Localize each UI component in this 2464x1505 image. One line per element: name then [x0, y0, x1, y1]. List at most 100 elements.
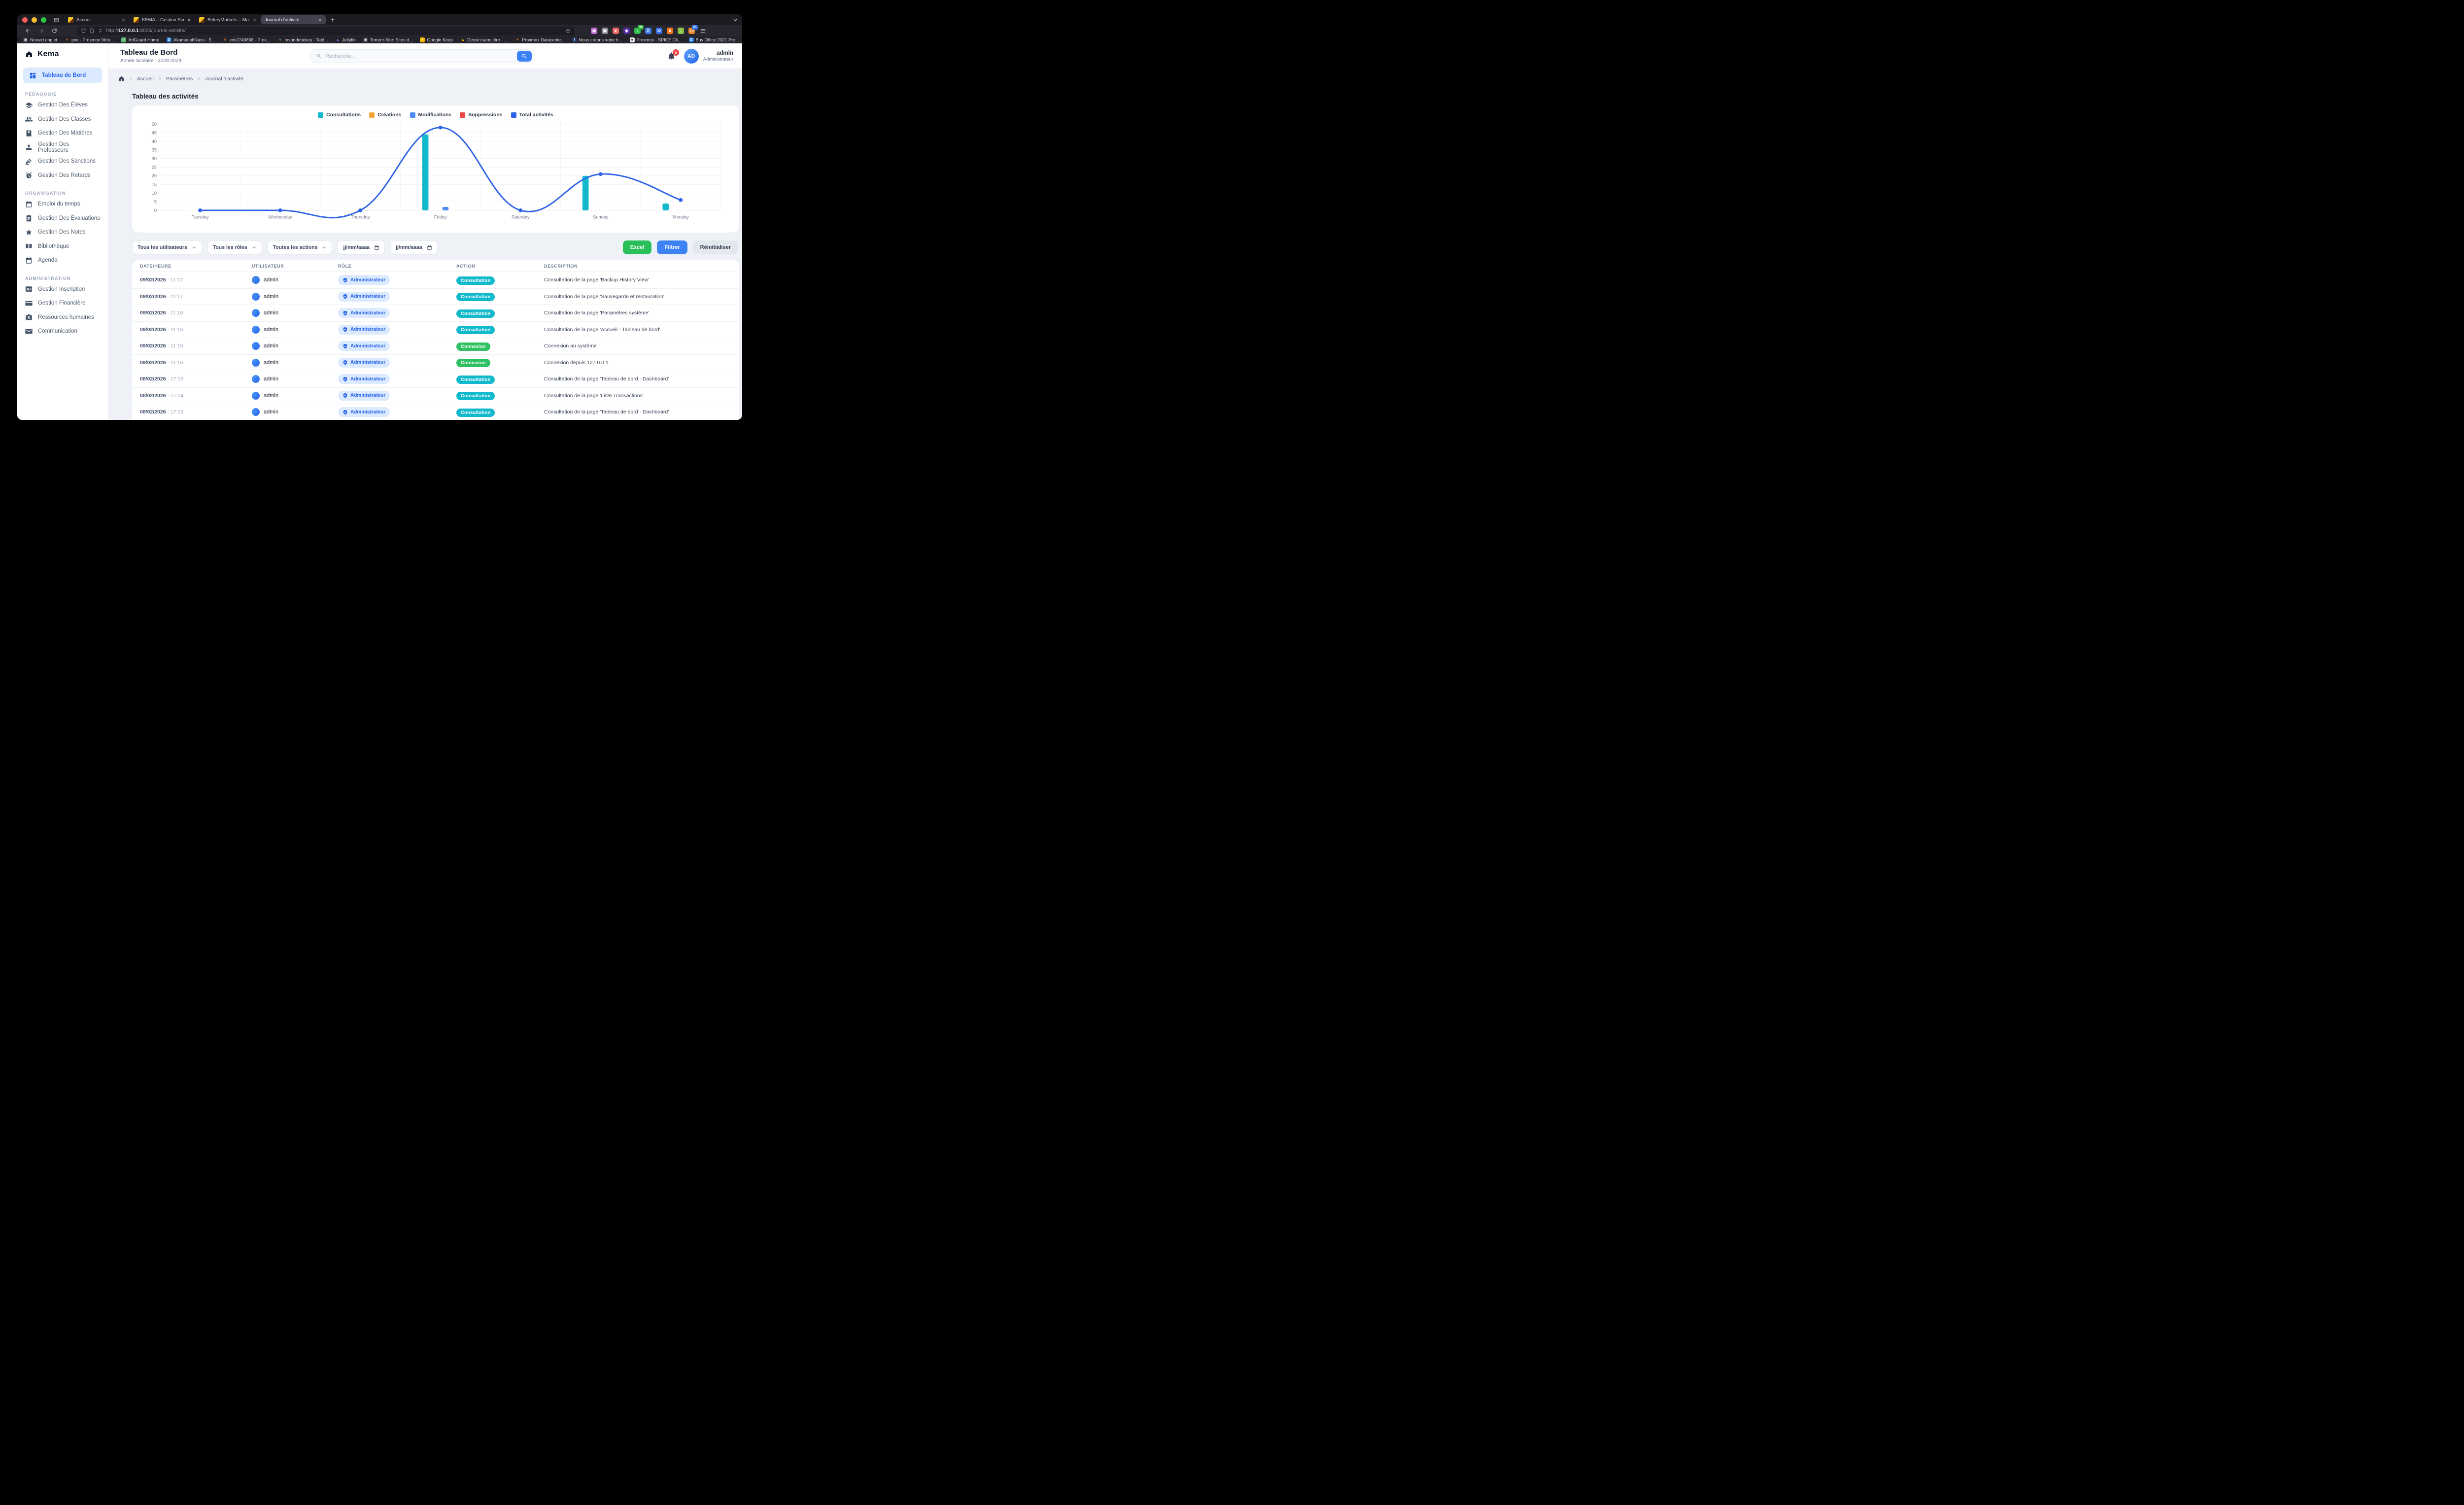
- bookmark-item[interactable]: ● Proxmox - SPICE Cli...: [630, 37, 682, 42]
- breadcrumb-link[interactable]: Paramètres: [166, 76, 193, 82]
- tracking-protection-shield-icon[interactable]: [81, 28, 86, 34]
- svg-text:20: 20: [152, 173, 157, 178]
- sidebar-item[interactable]: Bibliothèque: [17, 239, 108, 254]
- browser-tab[interactable]: Accueil: [65, 15, 129, 24]
- chev-right-icon: [129, 76, 133, 81]
- reload-button[interactable]: [51, 28, 58, 34]
- extension-icon[interactable]: ●: [612, 27, 619, 34]
- extension-icon[interactable]: ▭ 21: [688, 27, 695, 34]
- url-bar[interactable]: http://127.0.0.1:8000/journal-activite/: [77, 27, 575, 35]
- zoom-window-button[interactable]: [41, 17, 46, 23]
- user-menu[interactable]: AD admin Administrateur: [684, 49, 733, 64]
- id-card-icon: [25, 285, 33, 293]
- activity-table: DATE/HEUREUTILISATEURRÔLEACTIONDESCRIPTI…: [132, 260, 739, 420]
- users-filter-select[interactable]: Tous les utilisateurs: [132, 240, 202, 254]
- forward-button[interactable]: [38, 28, 44, 34]
- bookmark-item[interactable]: ▲ Dessin sans titre - ...: [460, 37, 508, 42]
- site-info-icon[interactable]: [89, 28, 95, 34]
- bookmark-item[interactable]: D AkamasoftNass - S...: [167, 37, 215, 42]
- extension-icon[interactable]: Σ: [645, 27, 652, 34]
- breadcrumb-link[interactable]: Accueil: [137, 76, 154, 82]
- tab-close-icon[interactable]: [318, 18, 322, 22]
- tab-close-icon[interactable]: [121, 18, 126, 22]
- browser-tab[interactable]: KEMA – Gestion Scolaire Compl: [130, 15, 195, 24]
- bookmark-star-icon[interactable]: [565, 28, 571, 34]
- extension-icon[interactable]: ◉: [590, 27, 598, 34]
- extension-icon[interactable]: ◆: [623, 27, 630, 34]
- bookmark-item[interactable]: × Proxmox Datacente...: [515, 37, 565, 42]
- actions-filter-select[interactable]: Toutes les actions: [268, 240, 333, 254]
- bookmark-item[interactable]: ◉ Torrent-Site: Sites d...: [363, 37, 413, 42]
- browser-tab[interactable]: Journal d'activité: [261, 15, 326, 24]
- breadcrumb-home-icon[interactable]: [118, 75, 125, 82]
- cell-action: Consultation: [456, 408, 544, 417]
- sidebar-item[interactable]: Gestion Des Évaluations: [17, 211, 108, 226]
- user-avatar: [252, 309, 260, 317]
- tab-close-icon[interactable]: [252, 18, 257, 22]
- back-button[interactable]: [25, 28, 31, 34]
- section-label-organisation: ORGANISATION: [25, 191, 100, 196]
- extension-icon[interactable]: ▣: [601, 27, 609, 34]
- minimize-window-button[interactable]: [32, 17, 37, 23]
- legend-item[interactable]: Total activités: [511, 112, 553, 118]
- extension-icon[interactable]: ↓: [677, 27, 684, 34]
- sidebar-item[interactable]: Ressources humaines: [17, 310, 108, 325]
- sidebar-item[interactable]: Gestion Des Notes: [17, 225, 108, 239]
- extension-icon[interactable]: ↓ 36: [634, 27, 641, 34]
- user-avatar: [252, 359, 260, 367]
- date-to-input[interactable]: jj/mm/aaaa: [390, 240, 438, 254]
- sidebar-item[interactable]: Gestion Financière: [17, 296, 108, 310]
- firefox-view-icon[interactable]: [53, 17, 60, 23]
- menu-hamburger-icon[interactable]: [700, 28, 706, 34]
- sidebar-item[interactable]: Gestion Des Élèves: [17, 98, 108, 112]
- bookmark-item[interactable]: × pve - Proxmox Virtu...: [65, 37, 114, 42]
- bookmark-item[interactable]: ● mvondobekey - Tabl...: [278, 37, 328, 42]
- browser-tab[interactable]: BekeyMarkets – Marketplace E-c: [196, 15, 260, 24]
- sidebar-item[interactable]: Gestion Des Retards: [17, 169, 108, 183]
- filter-button[interactable]: Filtrer: [657, 240, 687, 254]
- search-input[interactable]: [325, 53, 513, 59]
- sidebar-item[interactable]: Agenda: [17, 253, 108, 268]
- cell-role: Administrateur: [338, 374, 456, 384]
- bookmark-item[interactable]: × vmi2740868 - Prox...: [222, 37, 270, 42]
- close-window-button[interactable]: [22, 17, 28, 23]
- bookmark-item[interactable]: ◉ Nouvel onglet: [23, 37, 57, 42]
- sidebar-item[interactable]: Gestion Des Professeurs: [17, 140, 108, 155]
- bookmark-item[interactable]: \ Nous créons votre b...: [572, 37, 622, 42]
- legend-item[interactable]: Créations: [369, 112, 401, 118]
- sidebar-item[interactable]: Gestion Des Sanctions: [17, 154, 108, 169]
- date-from-input[interactable]: jj/mm/aaaa: [338, 240, 385, 254]
- legend-item[interactable]: Modifications: [410, 112, 452, 118]
- extension-icon[interactable]: ≫: [655, 27, 663, 34]
- legend-item[interactable]: Consultations: [318, 112, 361, 118]
- calendar-icon[interactable]: [374, 245, 379, 250]
- sidebar-item[interactable]: Gestion Inscription: [17, 282, 108, 297]
- action-badge: Consultation: [456, 293, 495, 301]
- bookmark-item[interactable]: ✓ AdGuard Home: [121, 37, 159, 42]
- search-submit-button[interactable]: [517, 51, 532, 62]
- activity-chart: 05101520253035404550TuesdayWednesdayThur…: [140, 120, 731, 225]
- svg-text:Sunday: Sunday: [593, 214, 609, 219]
- sidebar-item[interactable]: Emploi du temps: [17, 197, 108, 211]
- extension-icon[interactable]: ☻: [666, 27, 674, 34]
- new-tab-button[interactable]: [330, 17, 336, 23]
- bookmark-item[interactable]: • Google Keep: [420, 37, 453, 42]
- breadcrumb-link[interactable]: Journal d'activité: [205, 76, 243, 82]
- bookmark-item[interactable]: ▲ Jellyfin: [335, 37, 356, 42]
- legend-item[interactable]: Suppressions: [460, 112, 502, 118]
- bookmark-item[interactable]: G Buy Office 2021 Pro...: [689, 37, 739, 42]
- sidebar-item[interactable]: Communication: [17, 324, 108, 339]
- roles-filter-select[interactable]: Tous les rôles: [207, 240, 262, 254]
- action-badge: Consultation: [456, 309, 495, 318]
- excel-export-button[interactable]: Excel: [623, 240, 652, 254]
- sidebar-item-dashboard[interactable]: Tableau de Bord: [23, 68, 102, 83]
- table-row: 09/02/2026 - 11:17 admin Administrat: [132, 289, 739, 306]
- tab-close-icon[interactable]: [187, 18, 191, 22]
- calendar-icon[interactable]: [427, 245, 432, 250]
- sidebar-item[interactable]: Gestion Des Classes: [17, 112, 108, 127]
- svg-text:0: 0: [154, 208, 157, 213]
- reset-button[interactable]: Réinitialiser: [693, 240, 738, 254]
- tab-list-chevron-icon[interactable]: [732, 17, 738, 23]
- notifications-button[interactable]: 5: [667, 52, 676, 61]
- sidebar-item[interactable]: Gestion Des Matières: [17, 126, 108, 140]
